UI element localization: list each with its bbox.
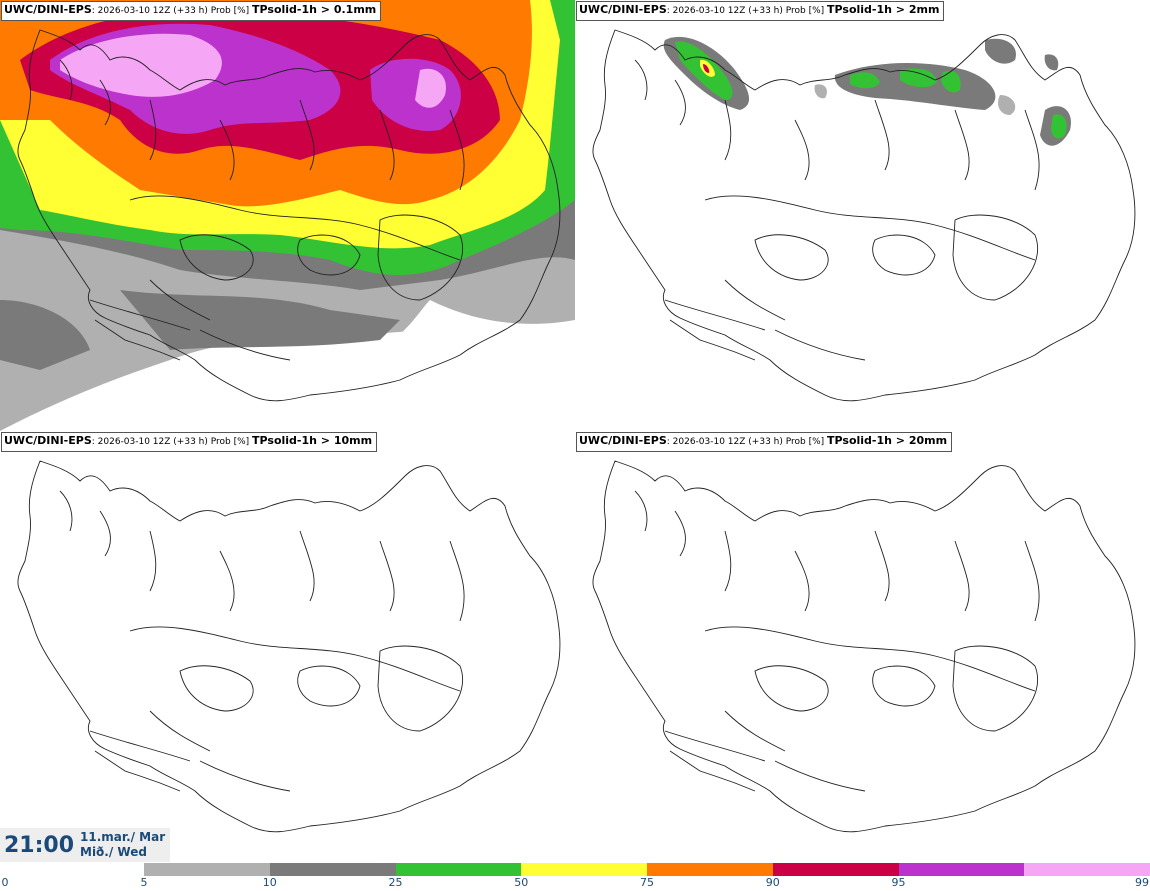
colorbar-segment [647,863,773,876]
run-info: : 2026-03-10 12Z (+33 h) Prob [%] [91,6,250,16]
valid-time-box: 21:00 11.mar./ Mar Mið./ Wed [0,828,170,862]
parameter-threshold: TPsolid-1h > 2mm [827,3,940,16]
parameter-threshold: TPsolid-1h > 0.1mm [252,3,377,16]
run-info: : 2026-03-10 12Z (+33 h) Prob [%] [666,6,825,16]
colorbar [144,863,1150,876]
run-info: : 2026-03-10 12Z (+33 h) Prob [%] [91,437,250,447]
valid-time: 21:00 [4,833,75,858]
colorbar-tick-label: 50 [514,876,529,889]
colorbar-tick-label: 5 [140,876,148,889]
run-info: : 2026-03-10 12Z (+33 h) Prob [%] [666,437,825,447]
panel-title: UWC/DINI-EPS: 2026-03-10 12Z (+33 h) Pro… [576,432,953,452]
colorbar-segment [269,863,396,876]
probability-map [0,0,575,431]
probability-map [592,460,1136,833]
colorbar-segment [395,863,522,876]
map-panel-0.1mm: UWC/DINI-EPS: 2026-03-10 12Z (+33 h) Pro… [0,0,575,431]
panel-title: UWC/DINI-EPS: 2026-03-10 12Z (+33 h) Pro… [576,1,945,21]
valid-date-line1: 11.mar./ Mar [80,830,166,844]
colorbar-tick-label: 75 [640,876,654,889]
colorbar-tick-label: 10 [262,876,277,889]
map-panel-2mm: UWC/DINI-EPS: 2026-03-10 12Z (+33 h) Pro… [575,0,1150,431]
parameter-threshold: TPsolid-1h > 10mm [252,434,373,447]
panel-title: UWC/DINI-EPS: 2026-03-10 12Z (+33 h) Pro… [1,432,378,452]
colorbar-tick-label: 0 [1,876,9,889]
model-name: UWC/DINI-EPS [579,3,667,16]
probability-map [592,29,1136,402]
colorbar-segment [521,863,647,876]
colorbar-segment [1024,863,1150,876]
colorbar-segment [898,863,1025,876]
valid-date: 11.mar./ Mar Mið./ Wed [80,830,165,860]
probability-field [663,36,1071,146]
colorbar-tick-label: 99 [1135,876,1149,889]
valid-date-line2: Mið./ Wed [80,845,147,859]
model-name: UWC/DINI-EPS [579,434,667,447]
model-name: UWC/DINI-EPS [4,434,92,447]
probability-field [0,0,575,431]
colorbar-tick-label: 95 [891,876,906,889]
colorbar-tick-label: 90 [765,876,780,889]
colorbar-tick-label: 25 [388,876,403,889]
model-name: UWC/DINI-EPS [4,3,92,16]
map-panel-10mm: UWC/DINI-EPS: 2026-03-10 12Z (+33 h) Pro… [0,431,575,862]
colorbar-segment [144,863,270,876]
panel-title: UWC/DINI-EPS: 2026-03-10 12Z (+33 h) Pro… [1,1,382,21]
colorbar-segment [772,863,899,876]
map-panel-20mm: UWC/DINI-EPS: 2026-03-10 12Z (+33 h) Pro… [575,431,1150,862]
probability-map [17,460,561,833]
parameter-threshold: TPsolid-1h > 20mm [827,434,948,447]
